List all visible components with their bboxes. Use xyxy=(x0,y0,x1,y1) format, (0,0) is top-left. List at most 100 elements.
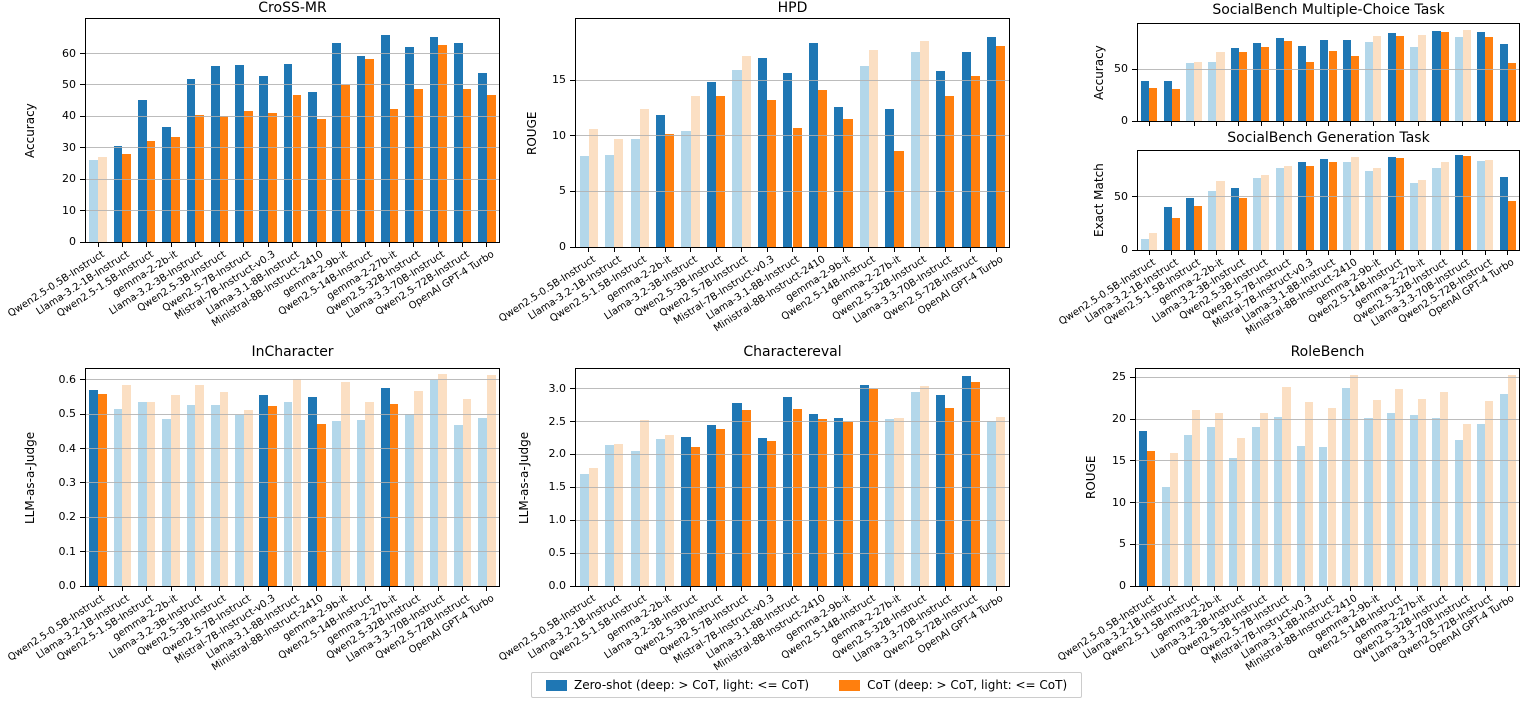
x-tick-mark xyxy=(121,586,123,591)
bar-zero-shot-Qwen2.5-3B-Instruct xyxy=(1253,43,1262,121)
x-tick-mark xyxy=(792,586,793,591)
bar-zero-shot-Qwen2.5-14B-Instruct xyxy=(1387,157,1396,250)
bar-zero-shot-gemma-2-2b-it xyxy=(1208,61,1217,121)
bar-cot-Ministral-8B-Instruct-2410 xyxy=(817,90,828,247)
bar-cot-Llama-3.1-8B-Instruct xyxy=(292,95,302,242)
bar-zero-shot-Llama-3.2-3B-Instruct xyxy=(186,78,196,242)
x-tick-mark xyxy=(389,586,391,591)
bar-cot-Qwen2.5-0.5B-Instruct xyxy=(1147,450,1156,586)
x-tick-mark xyxy=(893,247,895,252)
x-tick-mark xyxy=(970,247,972,252)
bar-cot-Ministral-8B-Instruct-2410 xyxy=(1350,157,1359,250)
y-tick-mark xyxy=(1130,502,1135,504)
bar-cot-gemma-2-27b-it xyxy=(1418,35,1427,121)
bar-zero-shot-Llama-3.2-1B-Instruct xyxy=(605,154,615,247)
bar-zero-shot-Mistral-7B-Instruct-v0.3 xyxy=(1298,45,1307,121)
x-tick-mark xyxy=(462,586,464,591)
x-tick-mark xyxy=(1328,250,1329,255)
x-tick-mark xyxy=(817,586,819,591)
bar-zero-shot-gemma-2-9b-it xyxy=(834,106,844,247)
x-tick-mark xyxy=(1462,250,1464,255)
bar-zero-shot-Llama-3.3-70B-Instruct xyxy=(1454,439,1463,586)
bar-cot-Qwen2.5-32B-Instruct xyxy=(1440,391,1449,586)
gridline xyxy=(86,84,499,86)
bar-cot-Mistral-7B-Instruct-v0.3 xyxy=(767,440,777,586)
bar-cot-Mistral-7B-Instruct-v0.3 xyxy=(1304,402,1314,586)
bar-zero-shot-gemma-2-2b-it xyxy=(655,439,666,586)
bar-zero-shot-Llama-3.3-70B-Instruct xyxy=(936,395,946,586)
y-tick-mark xyxy=(80,448,85,450)
bar-zero-shot-Llama-3.1-8B-Instruct xyxy=(783,73,793,247)
gridline xyxy=(86,516,499,518)
bar-zero-shot-Qwen2.5-32B-Instruct xyxy=(910,52,920,247)
bar-cot-Ministral-8B-Instruct-2410 xyxy=(316,423,326,586)
bar-cot-Ministral-8B-Instruct-2410 xyxy=(316,118,326,242)
bar-zero-shot-Ministral-8B-Instruct-2410 xyxy=(1342,39,1351,121)
gridline xyxy=(86,551,499,553)
y-tick-label: 10 xyxy=(62,203,76,217)
bar-zero-shot-Llama-3.1-8B-Instruct xyxy=(1319,447,1328,586)
y-tick-label: 0 xyxy=(1119,579,1126,592)
bar-cot-Qwen2.5-32B-Instruct xyxy=(1440,162,1449,250)
y-tick-mark xyxy=(80,210,85,212)
bar-zero-shot-Mistral-7B-Instruct-v0.3 xyxy=(757,57,768,247)
x-tick-mark xyxy=(919,247,921,252)
x-tick-mark xyxy=(437,242,439,247)
bar-cot-Llama-3.2-3B-Instruct xyxy=(195,385,205,586)
bar-zero-shot-Llama-3.1-8B-Instruct xyxy=(783,396,793,586)
bar-cot-gemma-2-2b-it xyxy=(1214,413,1223,586)
bar-zero-shot-Llama-3.3-70B-Instruct xyxy=(1454,155,1463,250)
x-tick-mark xyxy=(995,247,997,252)
bar-cot-Qwen2.5-1.5B-Instruct xyxy=(639,420,649,586)
x-tick-mark xyxy=(970,586,972,591)
y-tick-label: 3.0 xyxy=(548,381,567,395)
bar-cot-Llama-3.2-3B-Instruct xyxy=(690,446,700,586)
bar-cot-Qwen2.5-3B-Instruct xyxy=(716,95,726,247)
bar-cot-Qwen2.5-72B-Instruct xyxy=(970,382,980,586)
bar-zero-shot-Qwen2.5-3B-Instruct xyxy=(706,424,717,586)
bar-cot-Qwen2.5-14B-Instruct xyxy=(868,50,879,247)
y-tick-mark xyxy=(80,241,85,243)
x-tick-mark xyxy=(170,586,172,591)
y-tick-label: 0.4 xyxy=(58,441,77,455)
bar-zero-shot-OpenAI GPT-4 Turbo xyxy=(987,36,997,247)
bar-zero-shot-gemma-2-2b-it xyxy=(162,127,172,242)
x-tick-mark xyxy=(1417,250,1419,255)
y-tick-mark xyxy=(80,84,85,86)
bar-zero-shot-Qwen2.5-72B-Instruct xyxy=(1477,424,1486,586)
y-tick-label: 0 xyxy=(69,235,76,248)
y-tick-mark xyxy=(80,178,85,180)
x-tick-mark xyxy=(364,586,366,591)
bar-cot-Qwen2.5-72B-Instruct xyxy=(1485,37,1494,121)
plot-area-hpd: Qwen2.5-0.5B-Instruct Llama-3.2-1B-Instru… xyxy=(497,18,1010,334)
y-tick-mark xyxy=(1132,68,1137,70)
x-tick-mark xyxy=(639,586,641,591)
x-tick-mark xyxy=(170,242,172,247)
x-tick-mark xyxy=(1328,121,1329,126)
plot-area-incharacter: Qwen2.5-0.5B-Instruct Llama-3.2-1B-Instru… xyxy=(7,368,500,673)
y-tick-mark xyxy=(1130,460,1135,462)
gridline xyxy=(1138,196,1519,198)
y-tick-mark xyxy=(80,115,85,117)
gridline xyxy=(576,519,1009,521)
bar-zero-shot-OpenAI GPT-4 Turbo xyxy=(1499,176,1508,250)
x-tick-mark xyxy=(1439,586,1441,591)
bar-zero-shot-Qwen2.5-14B-Instruct xyxy=(859,384,869,586)
bar-zero-shot-Llama-3.3-70B-Instruct xyxy=(1454,36,1463,121)
bar-zero-shot-Qwen2.5-3B-Instruct xyxy=(210,405,220,586)
y-tick-mark xyxy=(1132,249,1137,251)
y-tick-label: 40 xyxy=(62,109,76,123)
chart-title-hpd: HPD xyxy=(777,0,808,16)
y-tick-label: 0.3 xyxy=(58,475,77,489)
x-tick-mark xyxy=(1462,586,1464,591)
x-tick-mark xyxy=(944,586,946,591)
y-tick-label: 0.1 xyxy=(58,544,77,558)
bar-zero-shot-Qwen2.5-1.5B-Instruct xyxy=(630,451,640,586)
y-tick-mark xyxy=(80,482,85,484)
bar-zero-shot-Ministral-8B-Instruct-2410 xyxy=(808,414,818,586)
bar-zero-shot-Qwen2.5-72B-Instruct xyxy=(961,52,971,247)
bar-cot-Qwen2.5-3B-Instruct xyxy=(1261,175,1270,250)
x-tick-mark xyxy=(1372,586,1374,591)
x-tick-mark xyxy=(1484,586,1486,591)
gridline xyxy=(576,190,1009,192)
